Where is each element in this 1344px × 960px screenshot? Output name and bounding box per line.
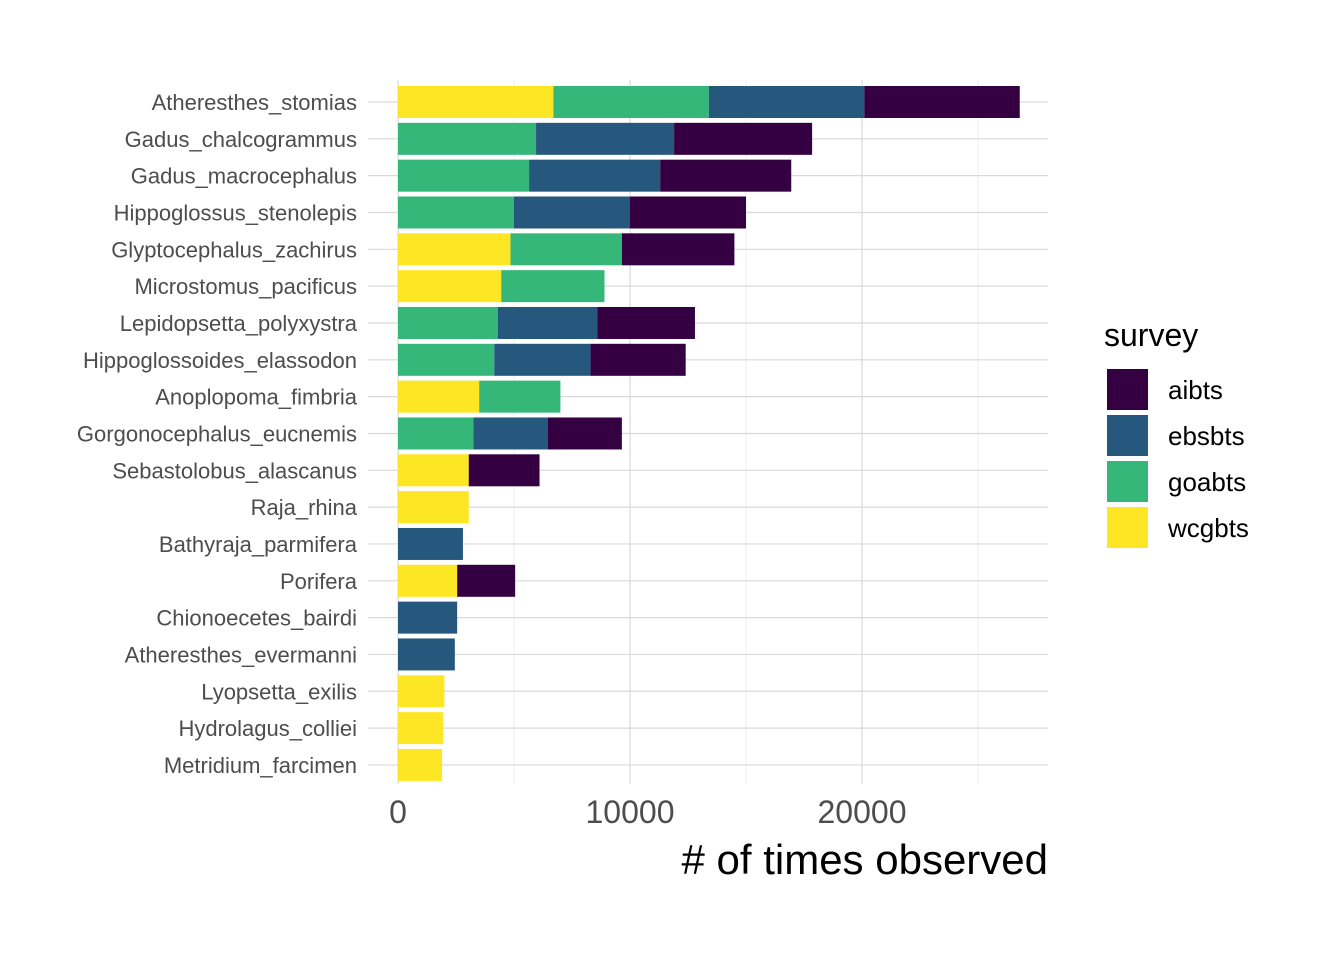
category-label: Chionoecetes_bairdi	[156, 606, 357, 631]
bar-ebsbts	[398, 638, 455, 671]
category-label: Porifera	[280, 569, 358, 594]
bar-aibts	[660, 159, 792, 192]
bar-ebsbts	[497, 306, 598, 339]
bar-aibts	[547, 417, 622, 450]
bar-wcgbts	[398, 712, 444, 745]
bar-aibts	[457, 564, 516, 597]
bar-aibts	[621, 233, 735, 266]
bar-ebsbts	[708, 86, 865, 118]
legend-title: survey	[1104, 317, 1198, 353]
category-label: Gorgonocephalus_eucnemis	[77, 421, 357, 446]
category-label: Lepidopsetta_polyxystra	[120, 311, 358, 336]
category-label: Gadus_macrocephalus	[131, 164, 357, 189]
bar-goabts	[553, 86, 709, 118]
bar-goabts	[398, 196, 514, 229]
category-label: Sebastolobus_alascanus	[112, 458, 357, 483]
legend: survey aibts ebsbts goabts wcgbts	[1104, 317, 1249, 548]
x-tick-label: 20000	[818, 794, 907, 830]
bar-wcgbts	[398, 748, 443, 781]
bar-goabts	[510, 233, 622, 266]
bar-wcgbts	[398, 233, 511, 266]
bar-wcgbts	[398, 675, 445, 708]
category-label: Metridium_farcimen	[164, 753, 357, 778]
bar-ebsbts	[529, 159, 661, 192]
bar-ebsbts	[536, 122, 675, 155]
bar-aibts	[630, 196, 746, 229]
legend-swatch-ebsbts	[1107, 415, 1148, 456]
category-label: Atheresthes_evermanni	[125, 642, 357, 667]
bar-aibts	[597, 306, 695, 339]
bar-goabts	[398, 122, 537, 155]
category-label: Gadus_chalcogrammus	[125, 127, 357, 152]
legend-swatch-wcgbts	[1107, 507, 1148, 548]
bar-wcgbts	[398, 564, 458, 597]
bar-ebsbts	[398, 601, 458, 634]
legend-label-goabts: goabts	[1168, 467, 1246, 497]
x-tick-labels: 0 10000 20000	[389, 794, 906, 830]
x-tick-label: 10000	[586, 794, 675, 830]
category-labels: Atheresthes_stomias Gadus_chalcogrammus Ga…	[77, 90, 358, 778]
bar-wcgbts	[398, 491, 469, 524]
category-label: Hippoglossoides_elassodon	[83, 348, 357, 373]
legend-label-aibts: aibts	[1168, 375, 1223, 405]
bar-goabts	[398, 159, 530, 192]
bar-ebsbts	[494, 343, 591, 376]
legend-label-ebsbts: ebsbts	[1168, 421, 1245, 451]
bar-wcgbts	[398, 454, 469, 487]
bar-goabts	[398, 306, 498, 339]
bar-aibts	[864, 86, 1020, 118]
category-label: Lyopsetta_exilis	[201, 679, 357, 704]
bar-aibts	[674, 122, 813, 155]
bar-aibts	[590, 343, 686, 376]
legend-label-wcgbts: wcgbts	[1167, 513, 1249, 543]
x-axis-title: # of times observed	[681, 836, 1048, 883]
bar-ebsbts	[514, 196, 630, 229]
bar-goabts	[398, 417, 474, 450]
category-label: Hippoglossus_stenolepis	[114, 200, 357, 225]
bars	[398, 86, 1020, 781]
legend-swatch-aibts	[1107, 369, 1148, 410]
category-label: Anoplopoma_fimbria	[155, 385, 358, 410]
category-label: Bathyraja_parmifera	[159, 532, 358, 557]
bar-goabts	[398, 343, 495, 376]
bar-aibts	[468, 454, 540, 487]
x-tick-label: 0	[389, 794, 407, 830]
bar-wcgbts	[398, 270, 502, 303]
bar-goabts	[501, 270, 605, 303]
category-label: Glyptocephalus_zachirus	[111, 237, 357, 262]
category-label: Atheresthes_stomias	[152, 90, 357, 115]
bar-wcgbts	[398, 380, 480, 413]
category-label: Hydrolagus_colliei	[178, 716, 357, 741]
category-label: Raja_rhina	[251, 495, 358, 520]
bar-ebsbts	[398, 527, 463, 560]
legend-swatch-goabts	[1107, 461, 1148, 502]
bar-goabts	[479, 380, 561, 413]
category-label: Microstomus_pacificus	[134, 274, 357, 299]
bar-wcgbts	[398, 86, 554, 118]
bar-ebsbts	[473, 417, 548, 450]
